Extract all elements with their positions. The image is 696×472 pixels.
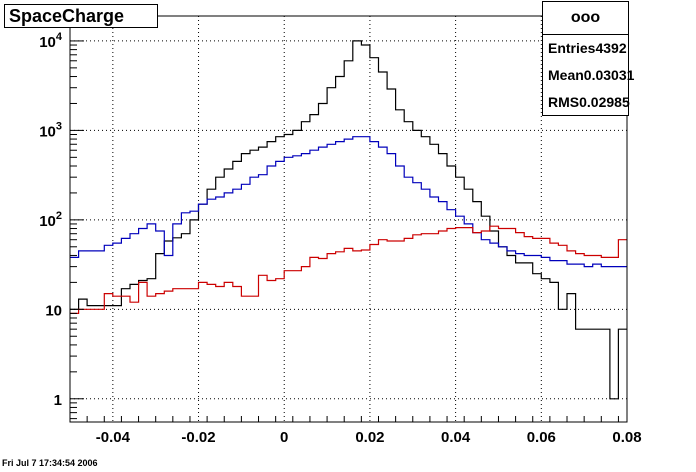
y-tick-label: 102 [39, 210, 62, 230]
x-tick-label: -0.04 [96, 429, 131, 446]
y-tick-label: 10 [45, 302, 62, 319]
x-tick-label: 0.06 [527, 429, 556, 446]
stats-box: ooo Entries 4392 Mean 0.03031 RMS 0.0298… [542, 1, 634, 116]
stats-mean-value: 0.03031 [583, 67, 635, 83]
timestamp-footer: Fri Jul 7 17:34:54 2006 [2, 458, 98, 468]
stats-name: ooo [543, 2, 628, 35]
y-tick-label: 104 [39, 31, 63, 51]
x-tick-label: 0.02 [355, 429, 384, 446]
histogram-title-box: SpaceCharge [4, 4, 158, 28]
histogram-series-2 [70, 225, 627, 314]
x-tick-label: 0.04 [441, 429, 471, 446]
x-tick-label: 0 [280, 429, 288, 446]
stats-entries-value: 4392 [595, 40, 627, 56]
y-tick-label: 103 [39, 120, 62, 140]
stats-mean-label: Mean [548, 67, 584, 83]
stats-rms-value: 0.02985 [579, 94, 630, 110]
histogram-title: SpaceCharge [9, 6, 125, 26]
stats-rms-label: RMS [548, 94, 580, 110]
stats-entries-label: Entries [548, 40, 596, 56]
stats-row-mean: Mean 0.03031 [543, 62, 634, 89]
histogram-series-1 [70, 136, 627, 268]
x-tick-label: 0.08 [612, 429, 641, 446]
stats-row-entries: Entries 4392 [543, 35, 628, 62]
x-tick-label: -0.02 [181, 429, 215, 446]
y-tick-label: 1 [54, 392, 62, 409]
stats-row-rms: RMS 0.02985 [543, 89, 630, 116]
plot-frame [69, 15, 628, 423]
